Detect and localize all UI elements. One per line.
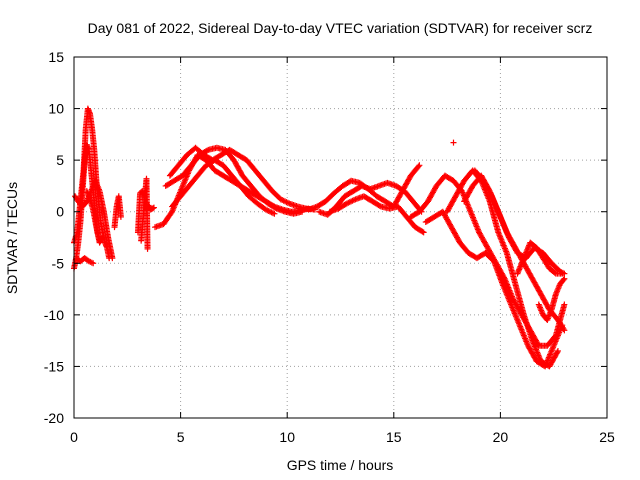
chart-title: Day 081 of 2022, Sidereal Day-to-day VTE… xyxy=(88,20,593,36)
data-point-marker xyxy=(416,162,423,169)
data-point-marker xyxy=(204,147,211,154)
data-point-marker xyxy=(271,210,278,217)
data-point-marker xyxy=(415,163,422,170)
grid xyxy=(74,57,607,418)
data-point-marker xyxy=(272,204,279,211)
y-tick-label: 0 xyxy=(56,204,64,220)
data-point-marker xyxy=(420,229,427,236)
data-point-marker xyxy=(554,349,561,356)
x-tick-label: 10 xyxy=(279,429,295,445)
data-point-marker xyxy=(561,275,568,282)
data-point-marker xyxy=(150,204,157,211)
y-tick-label: 10 xyxy=(48,101,64,117)
data-point-marker xyxy=(551,269,558,276)
plot-frame xyxy=(73,56,608,419)
data-point-marker xyxy=(99,234,106,241)
data-point-marker xyxy=(561,301,568,308)
y-axis-label: SDTVAR / TECUs xyxy=(4,182,20,294)
data-points xyxy=(71,105,568,370)
y-tick-label: -5 xyxy=(52,255,65,271)
data-point-marker xyxy=(500,274,507,281)
data-point-marker xyxy=(419,228,426,235)
data-point-marker xyxy=(149,205,156,212)
x-axis-label: GPS time / hours xyxy=(287,457,394,473)
x-tick-label: 25 xyxy=(599,429,615,445)
data-point-marker xyxy=(98,235,105,242)
data-point-marker xyxy=(109,255,116,262)
y-tick-label: 5 xyxy=(56,152,64,168)
data-point-marker xyxy=(376,202,383,209)
y-tick-label: -10 xyxy=(44,307,64,323)
x-tick-label: 15 xyxy=(386,429,402,445)
data-point-marker xyxy=(559,270,566,277)
data-point-marker xyxy=(560,276,567,283)
data-point-marker xyxy=(450,139,457,146)
x-tick-label: 20 xyxy=(493,429,509,445)
axis-ticks: 0 5 10 15 20 25 -20 -15 -10 -5 0 5 10 15 xyxy=(44,49,615,445)
y-tick-label: -15 xyxy=(44,358,64,374)
data-point-marker xyxy=(561,327,568,334)
data-point-marker xyxy=(144,245,151,252)
x-tick-label: 5 xyxy=(177,429,185,445)
data-point-marker xyxy=(488,191,495,198)
y-tick-label: -20 xyxy=(44,410,64,426)
data-point-marker xyxy=(560,326,567,333)
data-point-marker xyxy=(90,260,97,267)
y-tick-label: 15 xyxy=(48,49,64,65)
data-point-marker xyxy=(117,213,124,220)
x-tick-label: 0 xyxy=(70,429,78,445)
data-point-marker xyxy=(554,347,561,354)
data-point-marker xyxy=(299,208,306,215)
